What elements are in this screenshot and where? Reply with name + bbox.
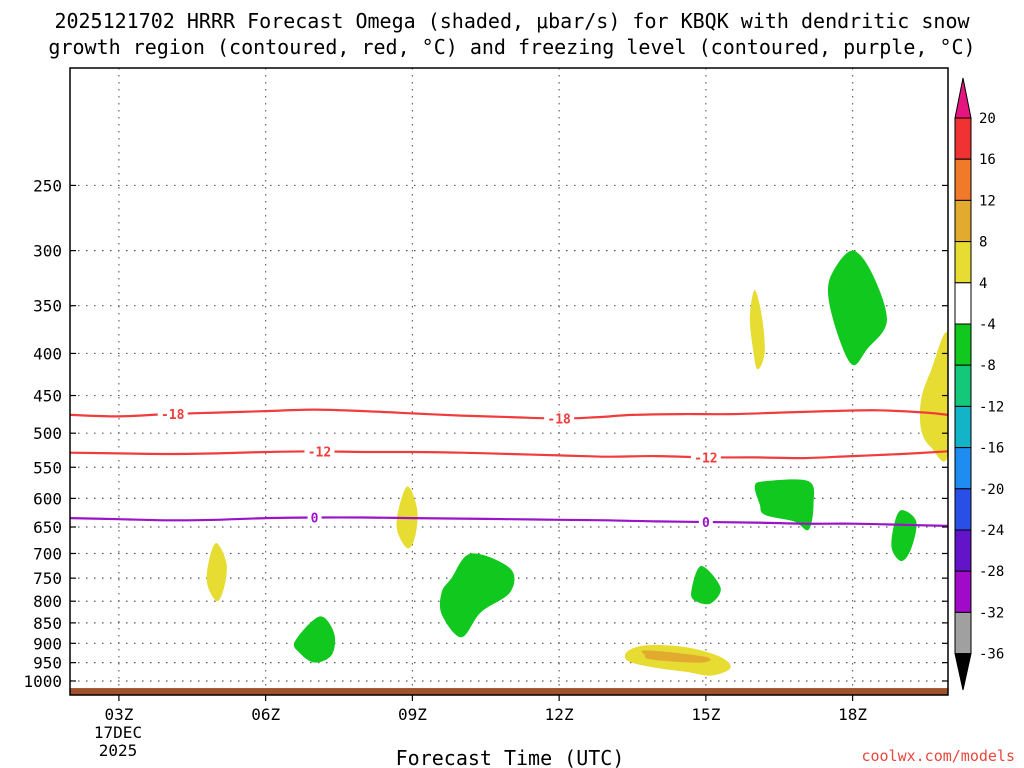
colorbar-band-8 [954,447,972,490]
colorbar-band-7 [954,405,972,449]
y-tick-label-400: 400 [33,344,62,363]
y-tick-label-1000: 1000 [23,672,62,691]
contour-freezing-level [69,516,949,527]
x-tick-label-06Z: 06Z [251,705,280,724]
colorbar-band-4 [954,282,972,325]
colorbar-band-10 [954,529,972,572]
colorbar-label-5: -4 [979,317,996,333]
colorbar-label-10: -24 [979,523,1004,539]
colorbar-band-11 [954,570,972,613]
x-tick-label-12Z: 12Z [545,705,574,724]
contour-label-bg-freezing-level-1 [698,515,713,530]
x-tick-label-18Z: 18Z [838,705,867,724]
colorbar-band-2 [954,199,972,243]
contour-dendritic-top [69,408,949,420]
omega-region-6 [206,543,227,602]
colorbar-under-arrow [954,653,972,691]
colorbar-label-2: 12 [979,193,996,209]
colorbar-label-13: -36 [979,647,1004,663]
colorbar-band-9 [954,488,972,531]
omega-region-11 [641,650,711,663]
contour-dendritic-bottom [69,450,949,460]
ground-fill [70,688,948,695]
x-tick-label-03Z: 03Z [104,705,133,724]
plot-area [70,68,948,695]
colorbar-band-0 [954,117,972,160]
terrain-ground [70,688,948,695]
y-tick-label-750: 750 [33,569,62,588]
date-label-day: 17DEC [94,723,142,742]
y-tick-label-650: 650 [33,518,62,537]
colorbar-label-12: -32 [979,605,1004,621]
y-tick-label-450: 450 [33,387,62,406]
contour-lines: -18 -18 -12 -12 0 0 [69,406,949,531]
colorbar-label-8: -16 [979,441,1004,457]
colorbar-band-6 [954,364,972,407]
omega-region-9 [293,616,336,663]
contour-label-freezing-level-0: 0 [311,512,319,527]
x-tick-label-15Z: 15Z [691,705,720,724]
colorbar-label-1: 16 [979,152,996,168]
contour-label-bg-dendritic-bottom-0 [304,444,335,459]
colorbar: 20 16 12 8 4 -4 -8 -12 -16 -20 -24 -28 -32 -36 [954,77,1004,691]
contour-label-dendritic-bottom-1: -12 [694,451,717,466]
y-tick-label-500: 500 [33,424,62,443]
contour-label-dendritic-bottom-0: -12 [308,445,331,460]
chart-title-line1: 2025121702 HRRR Forecast Omega (shaded, … [54,9,970,33]
y-tick-label-350: 350 [33,297,62,316]
y-tick-label-900: 900 [33,634,62,653]
colorbar-over-arrow [954,77,972,119]
y-tick-label-550: 550 [33,458,62,477]
omega-region-3 [754,479,815,531]
contour-label-bg-dendritic-bottom-1 [690,450,721,465]
y-tick-label-600: 600 [33,489,62,508]
colorbar-band-1 [954,158,972,201]
omega-shaded-regions [206,250,948,676]
y-tick-label-850: 850 [33,614,62,633]
colorbar-label-9: -20 [979,482,1004,498]
colorbar-band-5 [954,323,972,366]
omega-region-1 [749,289,765,370]
y-tick-label-700: 700 [33,544,62,563]
plot-background [70,68,948,695]
contour-label-dendritic-top-1: -18 [547,413,571,428]
y-axis-tick-labels: 2503003504004505005506006507007508008509… [23,176,948,691]
omega-region-4 [891,510,917,562]
contour-label-bg-freezing-level-0 [307,510,322,525]
contour-label-bg-dendritic-top-0 [157,406,188,421]
x-axis-label: Forecast Time (UTC) [396,746,625,768]
y-tick-label-800: 800 [33,592,62,611]
colorbar-label-4: 4 [979,276,987,292]
contour-label-bg-dendritic-top-1 [544,411,575,426]
colorbar-band-12 [954,611,972,655]
omega-region-8 [691,565,721,605]
x-axis-tick-labels: 03Z 06Z 09Z 12Z 15Z 18Z [104,695,867,724]
omega-region-7 [439,553,515,638]
plot-frame [69,67,949,696]
x-tick-label-09Z: 09Z [398,705,427,724]
omega-region-2 [919,332,948,462]
chart-title-line2: growth region (contoured, red, °C) and f… [48,35,975,59]
date-label-year: 2025 [99,741,138,760]
y-tick-label-300: 300 [33,242,62,261]
omega-region-0 [827,250,887,366]
colorbar-label-3: 8 [979,235,987,251]
contour-label-dendritic-top-0: -18 [161,408,185,423]
colorbar-label-6: -8 [979,358,996,374]
colorbar-label-11: -28 [979,564,1004,580]
contour-label-freezing-level-1: 0 [702,516,710,531]
colorbar-label-0: 20 [979,111,996,127]
colorbar-label-7: -12 [979,399,1004,415]
colorbar-band-3 [954,241,972,284]
plot-border [69,67,949,696]
credit-text: coolwx.com/models [861,747,1015,765]
y-tick-label-950: 950 [33,654,62,673]
y-tick-label-250: 250 [33,176,62,195]
